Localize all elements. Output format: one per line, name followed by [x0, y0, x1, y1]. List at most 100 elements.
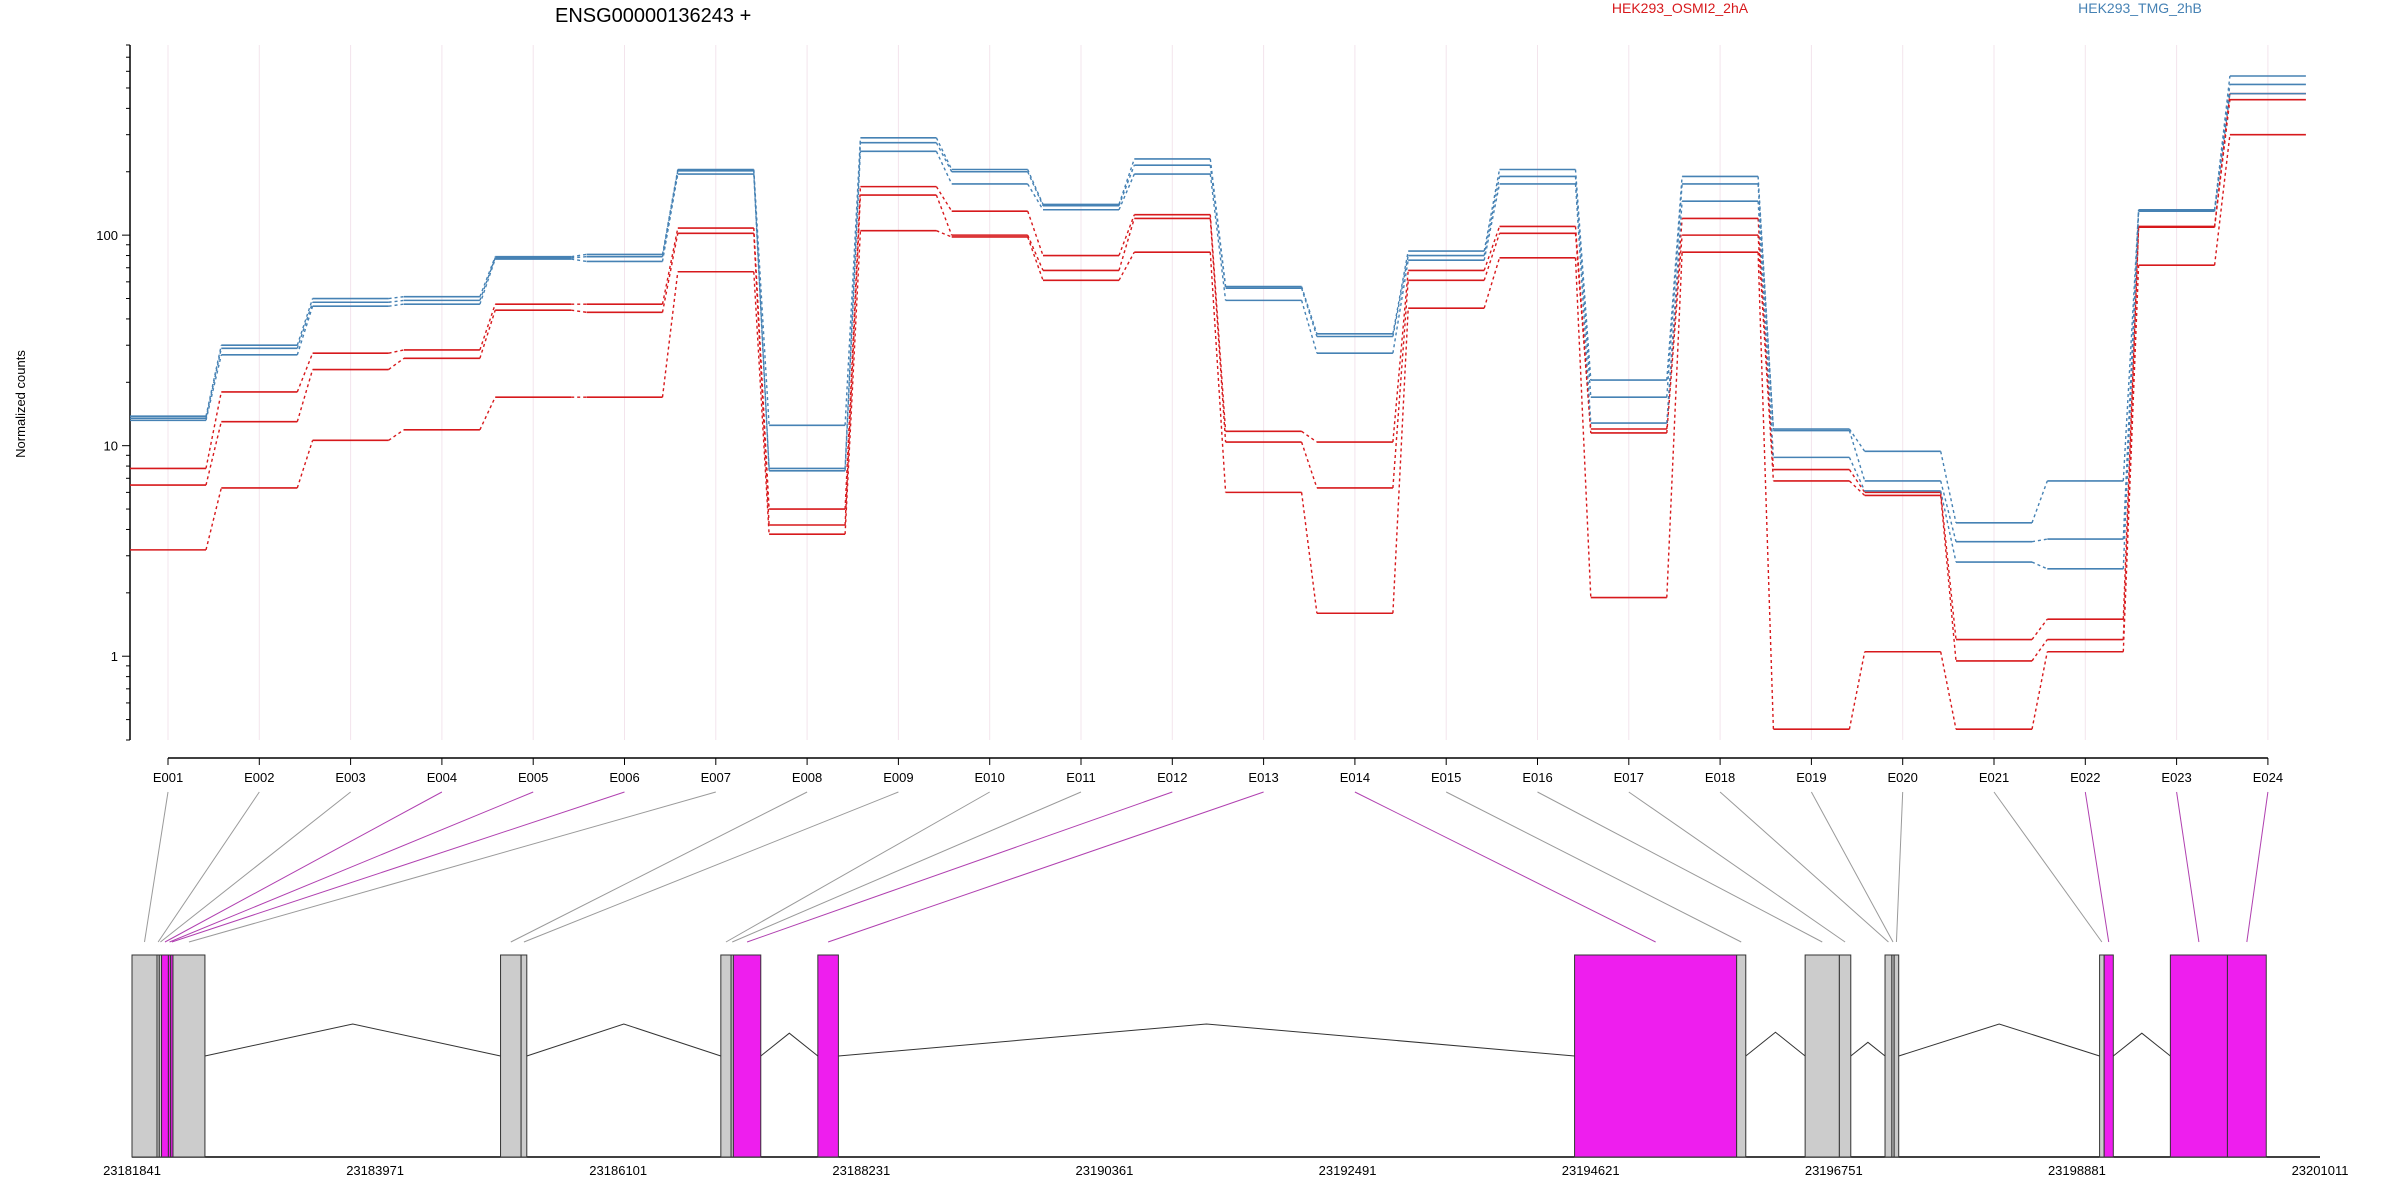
- x-tick-label-E007: E007: [701, 770, 731, 785]
- exon-box-E008: [500, 954, 522, 1158]
- data-connector: [571, 255, 587, 259]
- intron-line: [1745, 1031, 1806, 1057]
- intron-line: [760, 1032, 819, 1057]
- coordinate-label: 23183971: [346, 1163, 404, 1178]
- data-connector: [1392, 260, 1409, 354]
- y-axis: 1 10 100: [96, 44, 131, 741]
- data-connector: [1118, 164, 1135, 206]
- series-4: [130, 83, 2306, 543]
- intron-line: [526, 1023, 721, 1057]
- data-connector: [1574, 226, 1592, 430]
- data-connector: [296, 369, 314, 422]
- data-connector: [479, 257, 496, 301]
- data-connector: [1848, 480, 1866, 496]
- data-connector: [1027, 234, 1044, 271]
- x-tick-label-E016: E016: [1522, 770, 1552, 785]
- data-connector: [844, 230, 862, 535]
- data-connector: [1209, 165, 1227, 289]
- data-connector: [1027, 236, 1044, 281]
- x-tick-label-E008: E008: [792, 770, 822, 785]
- connector-E011: [732, 791, 1082, 943]
- series-5: [130, 92, 2306, 570]
- data-connector: [1209, 252, 1227, 493]
- data-connector: [1027, 183, 1044, 211]
- data-connector: [2031, 561, 2048, 570]
- data-connector: [661, 169, 679, 255]
- data-connector: [2031, 618, 2048, 640]
- exon-box-E022: [2103, 954, 2114, 1158]
- data-connector: [1940, 492, 1957, 640]
- connector-E005: [169, 791, 534, 943]
- exon-connectors: [144, 791, 2269, 943]
- coordinate-label: 23188231: [832, 1163, 890, 1178]
- data-connector: [1574, 233, 1592, 433]
- x-tick-label-E003: E003: [335, 770, 365, 785]
- data-connector: [1848, 430, 1866, 482]
- intron-line: [1898, 1023, 2100, 1057]
- data-connector: [2031, 651, 2048, 730]
- data-connector: [1300, 287, 1318, 337]
- data-connector: [1118, 158, 1135, 205]
- data-connector: [2213, 99, 2231, 228]
- data-connector: [1666, 252, 1683, 598]
- coordinate-label: 23194621: [1562, 1163, 1620, 1178]
- data-connector: [296, 298, 314, 346]
- y-axis-label: Normalized counts: [13, 350, 28, 458]
- exon-box-E009: [520, 954, 528, 1158]
- data-connector: [479, 396, 496, 431]
- data-connector: [753, 170, 770, 469]
- exon-box-E001: [131, 954, 158, 1158]
- gene-model: 23181841 23183971 23186101 23188231 23190361…: [103, 954, 2348, 1178]
- data-connector: [1300, 286, 1318, 334]
- data-connector: [296, 305, 314, 356]
- x-tick-label-E021: E021: [1979, 770, 2009, 785]
- data-connector: [1392, 270, 1409, 443]
- series-layer: [130, 75, 2306, 731]
- data-connector: [1209, 218, 1227, 443]
- data-connector: [844, 151, 862, 471]
- data-connector: [1027, 169, 1044, 205]
- x-tick-label-E001: E001: [153, 770, 183, 785]
- exon-box-E021: [2099, 954, 2105, 1158]
- exon-box-E014: [1574, 954, 1738, 1158]
- connector-E007: [188, 791, 716, 943]
- connector-E021: [1993, 791, 2103, 943]
- legend-entry-0: HEK293_OSMI2_2hA: [1612, 0, 1749, 16]
- data-connector: [1483, 257, 1501, 309]
- x-tick-label-E005: E005: [518, 770, 548, 785]
- data-connector: [2122, 265, 2140, 652]
- connector-E010: [725, 791, 990, 943]
- x-tick-label-E009: E009: [883, 770, 913, 785]
- intron-line: [204, 1023, 501, 1057]
- coordinate-label: 23190361: [1076, 1163, 1134, 1178]
- series-3: [130, 75, 2306, 524]
- exon-box-E018: [1884, 954, 1893, 1158]
- data-connector: [936, 230, 952, 238]
- data-connector: [1757, 201, 1775, 458]
- data-connector: [296, 302, 314, 349]
- data-connector: [1300, 492, 1318, 614]
- data-connector: [1209, 173, 1227, 301]
- data-connector: [1848, 457, 1866, 492]
- data-connector: [1574, 169, 1592, 381]
- data-connector: [2031, 480, 2048, 524]
- legend-entry-1: HEK293_TMG_2hB: [2078, 0, 2202, 16]
- coordinate-label: 23192491: [1319, 1163, 1377, 1178]
- coordinate-label: 23186101: [589, 1163, 647, 1178]
- data-connector: [1574, 176, 1592, 398]
- exon-box-E016: [1804, 954, 1840, 1158]
- intron-line: [838, 1023, 1575, 1057]
- data-connector: [1392, 280, 1409, 488]
- data-connector: [388, 349, 405, 354]
- data-connector: [1027, 210, 1044, 256]
- y-tick-label: 1: [111, 649, 118, 664]
- data-connector: [388, 357, 405, 371]
- exon-box-E020: [1893, 954, 1900, 1158]
- data-connector: [388, 296, 404, 300]
- data-connector: [205, 391, 222, 469]
- data-connector: [1848, 651, 1866, 730]
- data-connector: [753, 174, 770, 471]
- data-connector: [1757, 252, 1775, 730]
- x-tick-label-E004: E004: [427, 770, 457, 785]
